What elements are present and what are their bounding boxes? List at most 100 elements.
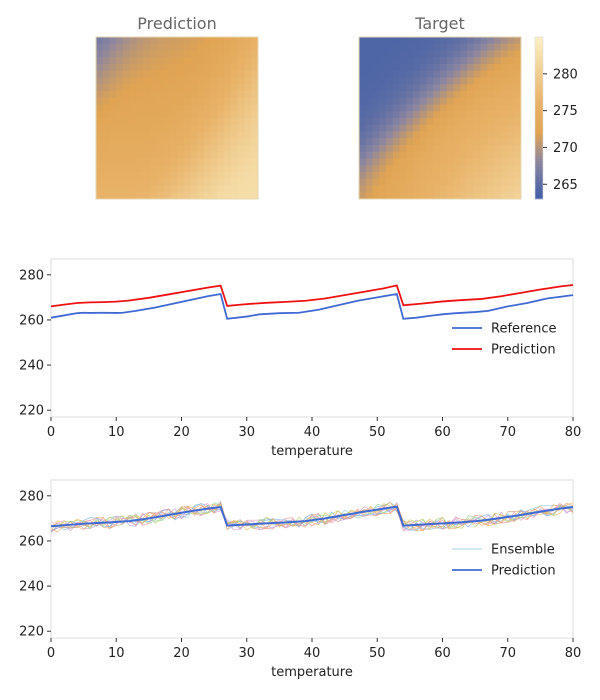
target-heatmap-cell [460, 124, 468, 132]
target-heatmap-cell [426, 104, 434, 112]
prediction-heatmap-cell [136, 145, 144, 153]
prediction-heatmap-cell [109, 138, 117, 146]
plot2-xtick-label: 50 [369, 646, 386, 661]
target-heatmap-cell [480, 158, 488, 166]
target-heatmap-cell [500, 185, 508, 193]
colorbar-segment [535, 93, 543, 97]
prediction-heatmap-cell [109, 43, 117, 51]
prediction-heatmap-cell [150, 77, 158, 85]
prediction-heatmap-cell [183, 172, 191, 180]
prediction-heatmap-cell [123, 185, 131, 193]
target-heatmap-cell [386, 118, 394, 126]
target-heatmap-cell [494, 77, 502, 85]
plot2-ensemble-member [50, 502, 574, 532]
prediction-heatmap-cell [123, 145, 131, 153]
target-heatmap-cell [399, 91, 407, 99]
prediction-heatmap-cell [197, 192, 205, 200]
target-heatmap-cell [392, 43, 400, 51]
target-heatmap-cell [386, 158, 394, 166]
prediction-heatmap-cell [123, 118, 131, 126]
prediction-heatmap-cell [123, 172, 131, 180]
target-heatmap-cell [446, 64, 454, 72]
target-heatmap-cell [365, 84, 373, 92]
prediction-heatmap-cell [163, 50, 171, 58]
prediction-heatmap-cell [116, 70, 124, 78]
prediction-heatmap-cell [197, 64, 205, 72]
prediction-heatmap-cell [190, 64, 198, 72]
target-heatmap-cell [487, 91, 495, 99]
prediction-heatmap-cell [177, 77, 185, 85]
target-heatmap-cell [460, 70, 468, 78]
prediction-heatmap-cell [96, 124, 104, 132]
prediction-heatmap-cell [210, 151, 218, 159]
prediction-heatmap-cell [163, 192, 171, 200]
prediction-heatmap-cell [109, 118, 117, 126]
prediction-heatmap-cell [190, 57, 198, 65]
prediction-heatmap-cell [123, 70, 131, 78]
target-heatmap-cell [365, 111, 373, 119]
target-heatmap-cell [406, 111, 414, 119]
target-heatmap-cell [467, 37, 475, 45]
prediction-heatmap-cell [163, 178, 171, 186]
prediction-heatmap-cell [251, 158, 259, 166]
target-heatmap-cell [487, 178, 495, 186]
prediction-heatmap-cell [237, 172, 245, 180]
target-heatmap-cell [494, 185, 502, 193]
prediction-heatmap-cell [170, 64, 178, 72]
prediction-heatmap-cell [177, 118, 185, 126]
prediction-heatmap-cell [231, 165, 239, 173]
prediction-heatmap-cell [129, 111, 137, 119]
heatmap-target [358, 36, 522, 200]
prediction-heatmap-cell [237, 43, 245, 51]
target-heatmap-cell [392, 77, 400, 85]
target-heatmap-cell [406, 64, 414, 72]
plot2-ytick-label: 280 [19, 489, 44, 504]
plot2-series-prediction [50, 505, 574, 528]
target-heatmap-cell [500, 37, 508, 45]
prediction-heatmap-cell [224, 118, 232, 126]
prediction-heatmap-cell [136, 178, 144, 186]
prediction-heatmap-cell [190, 145, 198, 153]
prediction-heatmap-cell [217, 151, 225, 159]
target-heatmap-cell [446, 124, 454, 132]
prediction-heatmap-cell [190, 185, 198, 193]
prediction-heatmap-cell [163, 37, 171, 45]
prediction-heatmap-cell [244, 111, 252, 119]
prediction-heatmap-cell [129, 158, 137, 166]
target-heatmap-cell [386, 165, 394, 173]
prediction-heatmap-cell [190, 50, 198, 58]
target-heatmap-cell [487, 131, 495, 139]
target-heatmap-cell [419, 50, 427, 58]
prediction-heatmap-cell [109, 192, 117, 200]
target-heatmap-cell [440, 50, 448, 58]
target-heatmap-cell [446, 91, 454, 99]
plot1-series-prediction [50, 284, 574, 308]
target-heatmap-cell [406, 131, 414, 139]
prediction-heatmap-cell [129, 165, 137, 173]
colorbar-segment [535, 180, 543, 184]
prediction-heatmap-cell [136, 124, 144, 132]
prediction-heatmap-cell [190, 91, 198, 99]
prediction-heatmap-cell [190, 84, 198, 92]
target-heatmap-cell [460, 43, 468, 51]
target-heatmap-cell [365, 178, 373, 186]
prediction-heatmap-cell [123, 151, 131, 159]
target-heatmap-cell [386, 50, 394, 58]
target-heatmap-cell [392, 172, 400, 180]
plot2-xlabel: temperature [271, 665, 353, 680]
prediction-heatmap-cell [102, 118, 110, 126]
prediction-heatmap-cell [251, 50, 259, 58]
target-heatmap-cell [446, 50, 454, 58]
target-heatmap-frame [358, 36, 522, 200]
target-heatmap-cell [480, 178, 488, 186]
prediction-heatmap-cell [156, 104, 164, 112]
prediction-heatmap-cell [163, 172, 171, 180]
prediction-heatmap-cell [244, 158, 252, 166]
target-heatmap-cell [413, 50, 421, 58]
prediction-heatmap-cell [217, 165, 225, 173]
prediction-heatmap-cell [96, 185, 104, 193]
target-heatmap-cell [379, 178, 387, 186]
prediction-heatmap-cell [116, 131, 124, 139]
prediction-heatmap-cell [224, 37, 232, 45]
prediction-heatmap-cell [231, 64, 239, 72]
